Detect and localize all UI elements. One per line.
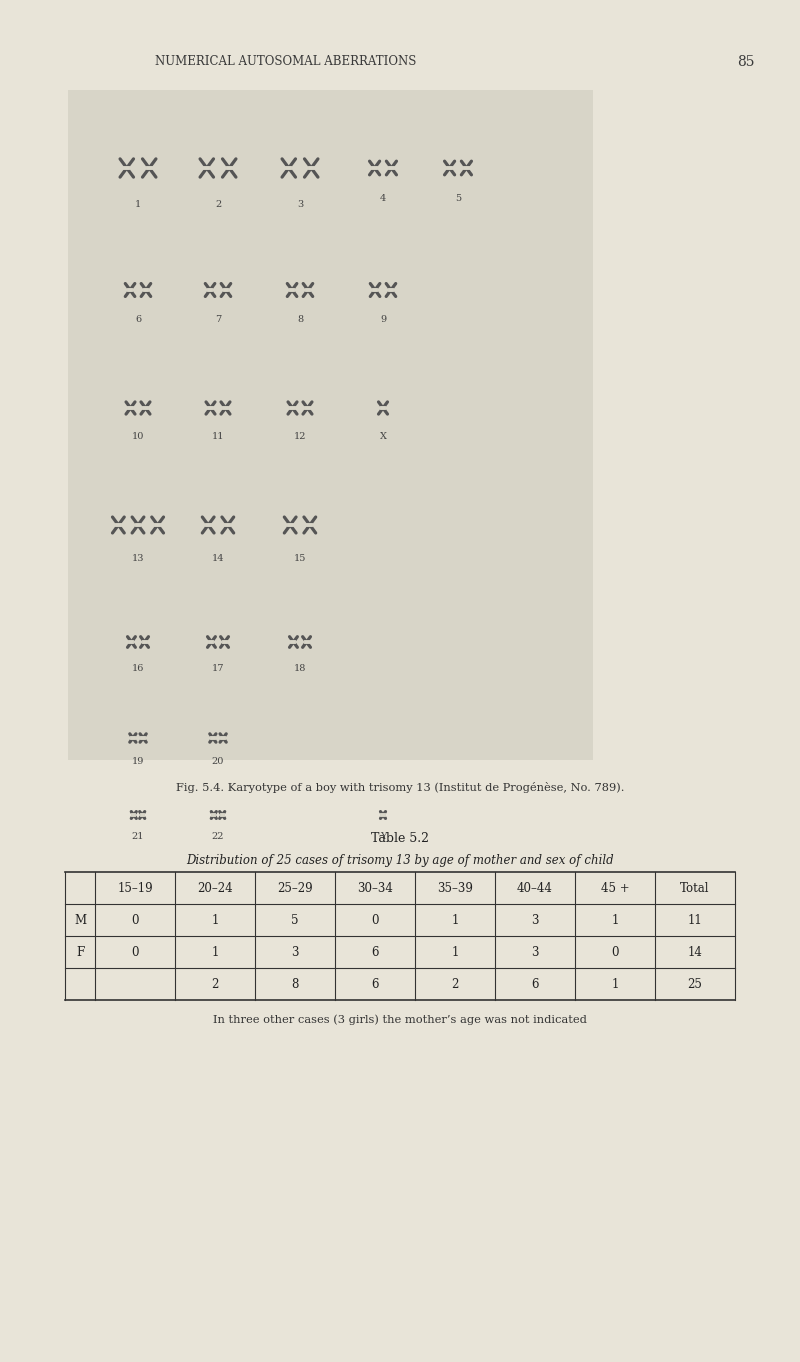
Text: 40–44: 40–44 [517,881,553,895]
Text: 30–34: 30–34 [357,881,393,895]
Text: 35–39: 35–39 [437,881,473,895]
Text: 13: 13 [132,554,144,563]
Text: 1: 1 [211,945,218,959]
Text: 8: 8 [297,315,303,324]
Text: 25: 25 [687,978,702,990]
Text: 1: 1 [135,200,141,208]
Text: Y: Y [380,832,386,840]
Text: 0: 0 [371,914,378,926]
Text: Fig. 5.4. Karyotype of a boy with trisomy 13 (Institut de Progénèse, No. 789).: Fig. 5.4. Karyotype of a boy with trisom… [176,782,624,793]
Text: 5: 5 [455,193,461,203]
Text: 11: 11 [688,914,702,926]
Text: 85: 85 [738,54,755,69]
Text: 1: 1 [211,914,218,926]
Text: 6: 6 [371,945,378,959]
Text: 1: 1 [451,914,458,926]
Text: 20–24: 20–24 [197,881,233,895]
Text: 19: 19 [132,757,144,765]
Text: M: M [74,914,86,926]
Text: 8: 8 [291,978,298,990]
Text: 7: 7 [215,315,221,324]
Text: 4: 4 [380,193,386,203]
Text: In three other cases (3 girls) the mother’s age was not indicated: In three other cases (3 girls) the mothe… [213,1013,587,1024]
Text: 15: 15 [294,554,306,563]
Text: F: F [76,945,84,959]
Text: 6: 6 [531,978,538,990]
Text: X: X [379,432,386,441]
Text: 9: 9 [380,315,386,324]
Text: 22: 22 [212,832,224,840]
Text: 15–19: 15–19 [117,881,153,895]
Text: 12: 12 [294,432,306,441]
Text: 3: 3 [291,945,298,959]
Text: 16: 16 [132,665,144,673]
Text: Table 5.2: Table 5.2 [371,832,429,844]
Text: 14: 14 [687,945,702,959]
Text: 14: 14 [212,554,224,563]
Text: 18: 18 [294,665,306,673]
Text: NUMERICAL AUTOSOMAL ABERRATIONS: NUMERICAL AUTOSOMAL ABERRATIONS [155,54,416,68]
Text: 6: 6 [135,315,141,324]
Text: 45 +: 45 + [601,881,630,895]
Text: 6: 6 [371,978,378,990]
Text: 11: 11 [212,432,224,441]
Text: 3: 3 [531,945,538,959]
Text: 1: 1 [611,914,618,926]
Text: 2: 2 [451,978,458,990]
Text: 1: 1 [451,945,458,959]
Text: 0: 0 [131,914,138,926]
Text: 5: 5 [291,914,298,926]
Text: Distribution of 25 cases of trisomy 13 by age of mother and sex of child: Distribution of 25 cases of trisomy 13 b… [186,854,614,868]
Text: 25–29: 25–29 [277,881,313,895]
Text: 2: 2 [211,978,218,990]
Bar [68,90,593,760]
Text: 0: 0 [611,945,618,959]
Text: 2: 2 [215,200,221,208]
Text: Total: Total [680,881,710,895]
Text: 3: 3 [297,200,303,208]
Text: 20: 20 [212,757,224,765]
Text: 1: 1 [611,978,618,990]
Text: 17: 17 [212,665,224,673]
Text: 21: 21 [132,832,144,840]
Text: 10: 10 [132,432,144,441]
Text: 3: 3 [531,914,538,926]
Text: 0: 0 [131,945,138,959]
